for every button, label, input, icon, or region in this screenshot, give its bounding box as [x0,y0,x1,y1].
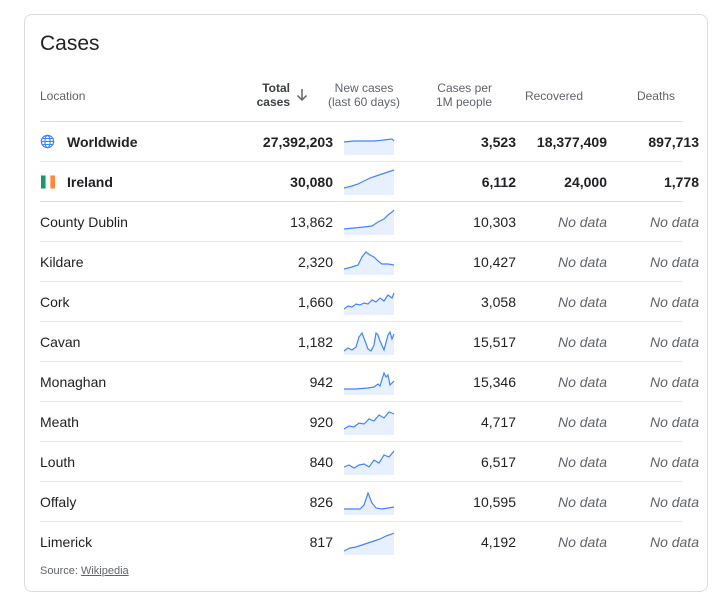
row-cases-per-million: 6,112 [481,174,516,190]
header-per-line1: Cases per [437,81,492,95]
row-recovered: No data [557,454,607,470]
row-recovered: No data [557,294,607,310]
row-cases-per-million: 3,058 [480,294,516,310]
row-recovered: No data [557,374,607,390]
row-total-cases: 2,320 [297,254,333,270]
row-total-cases: 1,182 [297,334,333,350]
table-row[interactable]: Limerick 817 4,192 No data No data [40,521,699,562]
row-cases-per-million: 4,192 [480,534,516,550]
row-total-cases: 920 [309,414,333,430]
row-cases-per-million: 10,303 [473,214,516,230]
row-recovered: No data [557,414,607,430]
source-prefix: Source: [40,565,81,577]
row-recovered: No data [557,534,607,550]
new-cases-sparkline [344,169,395,195]
row-deaths: 897,713 [648,134,699,150]
row-location[interactable]: Cork [40,294,70,310]
table-row[interactable]: County Dublin 13,862 10,303 No data No data [40,201,699,242]
source-line: Source: Wikipedia [40,565,129,577]
row-location[interactable]: Limerick [40,534,93,550]
globe-icon [40,134,55,149]
row-location[interactable]: Kildare [40,254,84,270]
row-deaths: No data [649,294,699,310]
row-location[interactable]: Meath [40,414,79,430]
row-cases-per-million: 15,517 [473,334,516,350]
card-title: Cases [40,32,100,55]
row-total-cases: 1,660 [297,294,333,310]
header-recovered[interactable]: Recovered [524,89,583,103]
row-cases-per-million: 15,346 [473,374,516,390]
row-location[interactable]: County Dublin [40,214,128,230]
row-deaths: No data [649,414,699,430]
header-deaths[interactable]: Deaths [636,89,675,103]
header-location[interactable]: Location [40,89,86,103]
new-cases-sparkline [344,371,395,395]
row-deaths: No data [649,374,699,390]
cases-card: Cases Location Total cases New cases (la… [24,14,708,592]
table-row[interactable]: Offaly 826 10,595 No data No data [40,481,699,522]
header-new-cases: New cases (last 60 days) [320,81,408,109]
row-location[interactable]: Louth [40,454,76,470]
new-cases-sparkline [344,138,395,155]
arrow-down-icon[interactable] [295,87,309,103]
row-cases-per-million: 4,717 [480,414,516,430]
new-cases-sparkline [344,330,395,355]
table-row[interactable]: Cork 1,660 3,058 No data No data [40,281,699,322]
header-new-line1: New cases [334,81,394,95]
row-total-cases: 27,392,203 [262,134,333,150]
new-cases-sparkline [344,292,395,315]
new-cases-sparkline [344,491,395,515]
row-recovered: No data [557,214,607,230]
table-row[interactable]: Cavan 1,182 15,517 No data No data [40,321,699,362]
row-recovered: 24,000 [564,174,607,190]
row-cases-per-million: 3,523 [480,134,516,150]
new-cases-sparkline [344,450,395,475]
row-location[interactable]: Offaly [40,494,77,510]
row-location[interactable]: Cavan [40,334,81,350]
source-link[interactable]: Wikipedia [80,565,129,577]
table-row[interactable]: Kildare 2,320 10,427 No data No data [40,241,699,282]
row-total-cases: 817 [309,534,333,550]
row-recovered: 18,377,409 [536,134,607,150]
row-deaths: No data [649,214,699,230]
row-location[interactable]: Worldwide [67,134,138,150]
row-deaths: No data [649,494,699,510]
ireland-flag-icon [41,175,55,189]
new-cases-sparkline [344,209,395,235]
row-location[interactable]: Ireland [67,174,113,190]
row-deaths: No data [649,334,699,350]
table-row[interactable]: Louth 840 6,517 No data No data [40,441,699,482]
row-recovered: No data [557,334,607,350]
header-total-cases[interactable]: Total cases [230,81,290,109]
row-recovered: No data [557,254,607,270]
new-cases-sparkline [344,251,395,275]
row-deaths: No data [649,534,699,550]
header-cases-per-million[interactable]: Cases per 1M people [420,81,492,109]
row-deaths: No data [649,254,699,270]
row-cases-per-million: 10,595 [473,494,516,510]
header-per-line2: 1M people [435,95,492,109]
table-row[interactable]: Monaghan 942 15,346 No data No data [40,361,699,402]
row-cases-per-million: 10,427 [473,254,516,270]
new-cases-sparkline [344,532,395,555]
new-cases-sparkline [344,411,395,435]
table-row[interactable]: Meath 920 4,717 No data No data [40,401,699,442]
row-location[interactable]: Monaghan [40,374,107,390]
row-total-cases: 13,862 [290,214,333,230]
header-total-line2: cases [256,95,290,109]
row-total-cases: 30,080 [290,174,333,190]
header-new-line2: (last 60 days) [327,95,401,109]
row-deaths: No data [649,454,699,470]
row-recovered: No data [557,494,607,510]
table-row[interactable]: Ireland 30,080 6,112 24,000 1,778 [40,161,699,202]
row-total-cases: 942 [309,374,333,390]
row-total-cases: 840 [309,454,333,470]
row-deaths: 1,778 [663,174,699,190]
row-total-cases: 826 [309,494,333,510]
header-total-line1: Total [262,81,290,95]
row-cases-per-million: 6,517 [480,454,516,470]
table-row[interactable]: Worldwide 27,392,203 3,523 18,377,409 897,71… [40,121,699,162]
